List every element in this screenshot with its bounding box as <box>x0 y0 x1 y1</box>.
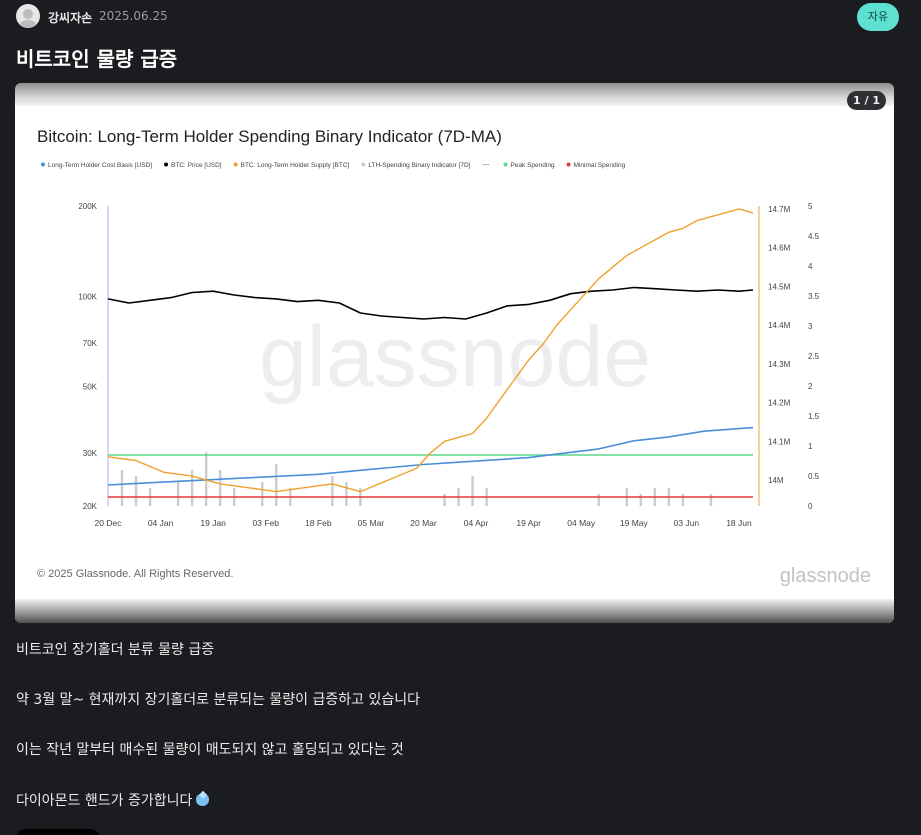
chart-watermark: glassnode <box>259 309 651 405</box>
y-right-indicator-tick-4: 3 <box>808 322 813 331</box>
legend-label-3: LTH-Spending Binary Indicator [7D] <box>368 162 470 169</box>
y-right-indicator-tick-1: 4.5 <box>808 232 820 241</box>
chart-brand-logo: glassnode <box>780 565 871 587</box>
legend-label-6: Minimal Spending <box>574 162 626 169</box>
y-left-tick-0: 200K <box>78 202 97 211</box>
body-line-3: 이는 작년 말부터 매수된 물량이 매도되지 않고 홀딩되고 있다는 것 <box>16 742 404 758</box>
legend-label-5: Peak Spending <box>510 162 554 169</box>
x-tick-3: 03 Feb <box>253 518 280 528</box>
y-right-indicator-tick-6: 2 <box>808 382 813 391</box>
y-right-supply-tick-7: 14M <box>768 476 784 485</box>
image-page-counter: 1 / 1 <box>847 91 886 110</box>
y-left-tick-1: 100K <box>78 292 97 301</box>
x-tick-8: 19 Apr <box>516 518 541 528</box>
series-line-1 <box>107 426 754 486</box>
y-right-supply-tick-2: 14.5M <box>768 282 791 291</box>
spending-bar-6 <box>218 470 222 506</box>
post-title: 비트코인 물량 급증 <box>16 47 178 71</box>
avatar[interactable] <box>16 4 40 28</box>
y-left-tick-5: 20K <box>83 502 98 511</box>
legend-marker-0 <box>41 162 45 167</box>
x-tick-7: 04 Apr <box>464 518 489 528</box>
y-right-indicator-tick-3: 3.5 <box>808 292 820 301</box>
gem-icon <box>194 791 211 808</box>
legend-marker-2 <box>233 162 238 167</box>
y-right-supply-tick-4: 14.3M <box>768 360 791 369</box>
chart-copyright: © 2025 Glassnode. All Rights Reserved. <box>37 568 233 580</box>
y-right-indicator-tick-9: 0.5 <box>808 472 820 481</box>
chart-title: Bitcoin: Long-Term Holder Spending Binar… <box>37 127 502 146</box>
spending-bar-4 <box>190 470 194 506</box>
x-tick-6: 20 Mar <box>410 518 437 528</box>
spending-bar-18 <box>597 494 600 506</box>
spending-bar-5 <box>204 452 208 506</box>
spending-bar-12 <box>345 482 348 506</box>
y-right-indicator-tick-8: 1 <box>808 442 813 451</box>
legend-marker-3 <box>361 162 366 167</box>
y-right-indicator-tick-0: 5 <box>808 202 813 211</box>
image-bottom-shade <box>15 599 894 623</box>
chart-image: Bitcoin: Long-Term Holder Spending Binar… <box>15 106 894 600</box>
chart: Bitcoin: Long-Term Holder Spending Binar… <box>37 127 871 587</box>
y-right-supply-tick-1: 14.6M <box>768 244 791 253</box>
y-left-tick-3: 50K <box>83 383 98 392</box>
y-right-supply-tick-6: 14.1M <box>768 437 791 446</box>
y-right-supply-tick-5: 14.2M <box>768 399 791 408</box>
y-left-tick-2: 70K <box>83 339 98 348</box>
legend-label-2: BTC: Long-Term Holder Supply [BTC] <box>241 162 350 169</box>
spending-bar-9 <box>275 464 278 506</box>
legend-label-1: BTC: Price [USD] <box>171 162 222 169</box>
body-line-2: 약 3월 말~ 현재까지 장기홀더로 분류되는 물량이 급증하고 있습니다 <box>16 692 420 708</box>
spending-bar-11 <box>331 476 334 506</box>
legend-marker-6 <box>566 162 571 167</box>
y-left-tick-4: 30K <box>83 449 98 458</box>
y-right-indicator-tick-2: 4 <box>808 262 813 271</box>
spending-bar-20 <box>639 494 643 506</box>
spending-bar-14 <box>443 494 446 506</box>
spending-bar-8 <box>261 482 264 506</box>
legend-marker-4: --- <box>482 162 490 169</box>
more-button[interactable] <box>16 829 100 835</box>
x-tick-9: 04 May <box>567 518 596 528</box>
spending-bar-16 <box>471 476 474 506</box>
spending-bar-1 <box>134 476 138 506</box>
spending-bar-23 <box>681 494 685 506</box>
x-tick-10: 19 May <box>620 518 649 528</box>
category-badge[interactable]: 자유 <box>857 3 899 31</box>
y-right-indicator-tick-5: 2.5 <box>808 352 820 361</box>
x-tick-5: 05 Mar <box>358 518 385 528</box>
x-tick-4: 18 Feb <box>305 518 332 528</box>
post-date: 2025.06.25 <box>99 9 168 23</box>
spending-bar-0 <box>120 470 124 506</box>
spending-bar-24 <box>709 494 713 506</box>
author-name[interactable]: 강씨자손 <box>48 11 93 25</box>
spending-bar-3 <box>176 482 180 506</box>
x-tick-12: 18 Jun <box>726 518 752 528</box>
post-image-viewer[interactable]: 1 / 1 Bitcoin: Long-Term Holder Spending… <box>15 83 894 623</box>
x-tick-1: 04 Jan <box>148 518 174 528</box>
y-right-indicator-tick-10: 0 <box>808 502 813 511</box>
post-header: 강씨자손 2025.06.25 자유 <box>16 3 899 31</box>
x-tick-11: 03 Jun <box>674 518 700 528</box>
y-right-supply-tick-3: 14.4M <box>768 321 791 330</box>
x-tick-0: 20 Dec <box>95 518 123 528</box>
legend-label-0: Long-Term Holder Cost Basis [USD] <box>48 162 152 169</box>
legend-marker-5 <box>503 162 508 167</box>
body-line-4-text: 다이아몬드 핸드가 증가합니다 <box>16 793 193 809</box>
body-line-1: 비트코인 장기홀더 분류 물량 급증 <box>16 642 215 658</box>
legend-marker-1 <box>164 162 169 167</box>
series-line-0 <box>107 286 754 320</box>
body-line-4: 다이아몬드 핸드가 증가합니다 <box>16 790 211 810</box>
x-tick-2: 19 Jan <box>200 518 226 528</box>
series-line-2 <box>107 208 754 493</box>
y-right-indicator-tick-7: 1.5 <box>808 412 820 421</box>
y-right-supply-tick-0: 14.7M <box>768 205 791 214</box>
